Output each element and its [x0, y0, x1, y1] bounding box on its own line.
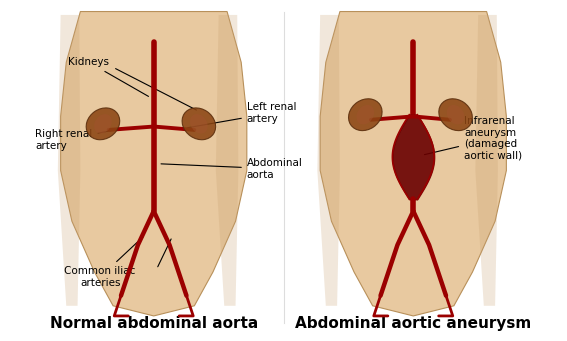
Text: Kidneys: Kidneys	[69, 57, 149, 97]
Polygon shape	[475, 15, 498, 306]
Text: Left renal
artery: Left renal artery	[188, 102, 297, 128]
Polygon shape	[320, 12, 506, 316]
Ellipse shape	[439, 99, 472, 131]
Ellipse shape	[349, 99, 382, 131]
Polygon shape	[61, 12, 247, 316]
Ellipse shape	[182, 108, 215, 140]
Polygon shape	[58, 15, 81, 306]
Text: Normal abdominal aorta: Normal abdominal aorta	[49, 316, 258, 331]
Ellipse shape	[94, 114, 112, 134]
Text: Right renal
artery: Right renal artery	[35, 129, 112, 151]
Ellipse shape	[357, 105, 374, 124]
Polygon shape	[216, 15, 238, 306]
Polygon shape	[318, 15, 340, 306]
Ellipse shape	[447, 105, 464, 124]
Text: Common iliac
arteries: Common iliac arteries	[65, 237, 143, 288]
Ellipse shape	[190, 114, 208, 134]
Text: Abdominal
aorta: Abdominal aorta	[161, 158, 303, 180]
Text: Abdominal aortic aneurysm: Abdominal aortic aneurysm	[295, 316, 531, 331]
Text: Infrarenal
aneurysm
(damaged
aortic wall): Infrarenal aneurysm (damaged aortic wall…	[425, 116, 522, 161]
Ellipse shape	[86, 108, 120, 140]
